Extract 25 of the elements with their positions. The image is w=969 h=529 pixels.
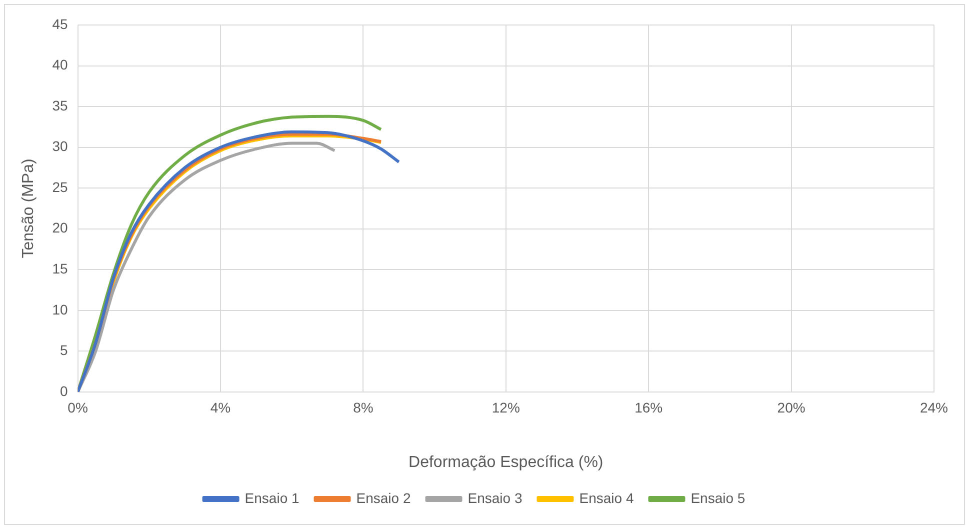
x-tick-label: 12% <box>492 399 520 416</box>
legend-label: Ensaio 1 <box>244 490 300 506</box>
y-tick-label: 35 <box>52 97 68 114</box>
x-tick-label: 16% <box>634 399 663 416</box>
y-tick-label: 20 <box>52 220 68 236</box>
legend-label: Ensaio 5 <box>690 490 746 506</box>
y-tick-label: 45 <box>52 16 68 32</box>
x-tick-label: 0% <box>68 399 88 416</box>
y-tick-label: 30 <box>52 138 68 154</box>
x-tick-label: 8% <box>353 399 374 416</box>
y-tick-label: 0 <box>60 382 68 399</box>
x-tick-label: 20% <box>777 399 806 416</box>
y-tick-label: 15 <box>52 260 68 277</box>
legend-label: Ensaio 3 <box>468 490 522 506</box>
y-tick-label: 10 <box>52 301 68 318</box>
y-tick-label: 5 <box>60 342 68 358</box>
x-axis-title: Deformação Específica (%) <box>408 454 604 471</box>
line-series <box>78 142 336 392</box>
y-tick-label: 25 <box>52 178 68 195</box>
x-tick-label: 4% <box>210 399 231 416</box>
legend-label: Ensaio 2 <box>356 490 411 506</box>
legend-label: Ensaio 4 <box>579 490 634 506</box>
y-axis-title: Tensão (MPa) <box>20 158 38 258</box>
x-tick-label: 24% <box>920 399 948 416</box>
y-tick-label: 40 <box>52 56 68 73</box>
